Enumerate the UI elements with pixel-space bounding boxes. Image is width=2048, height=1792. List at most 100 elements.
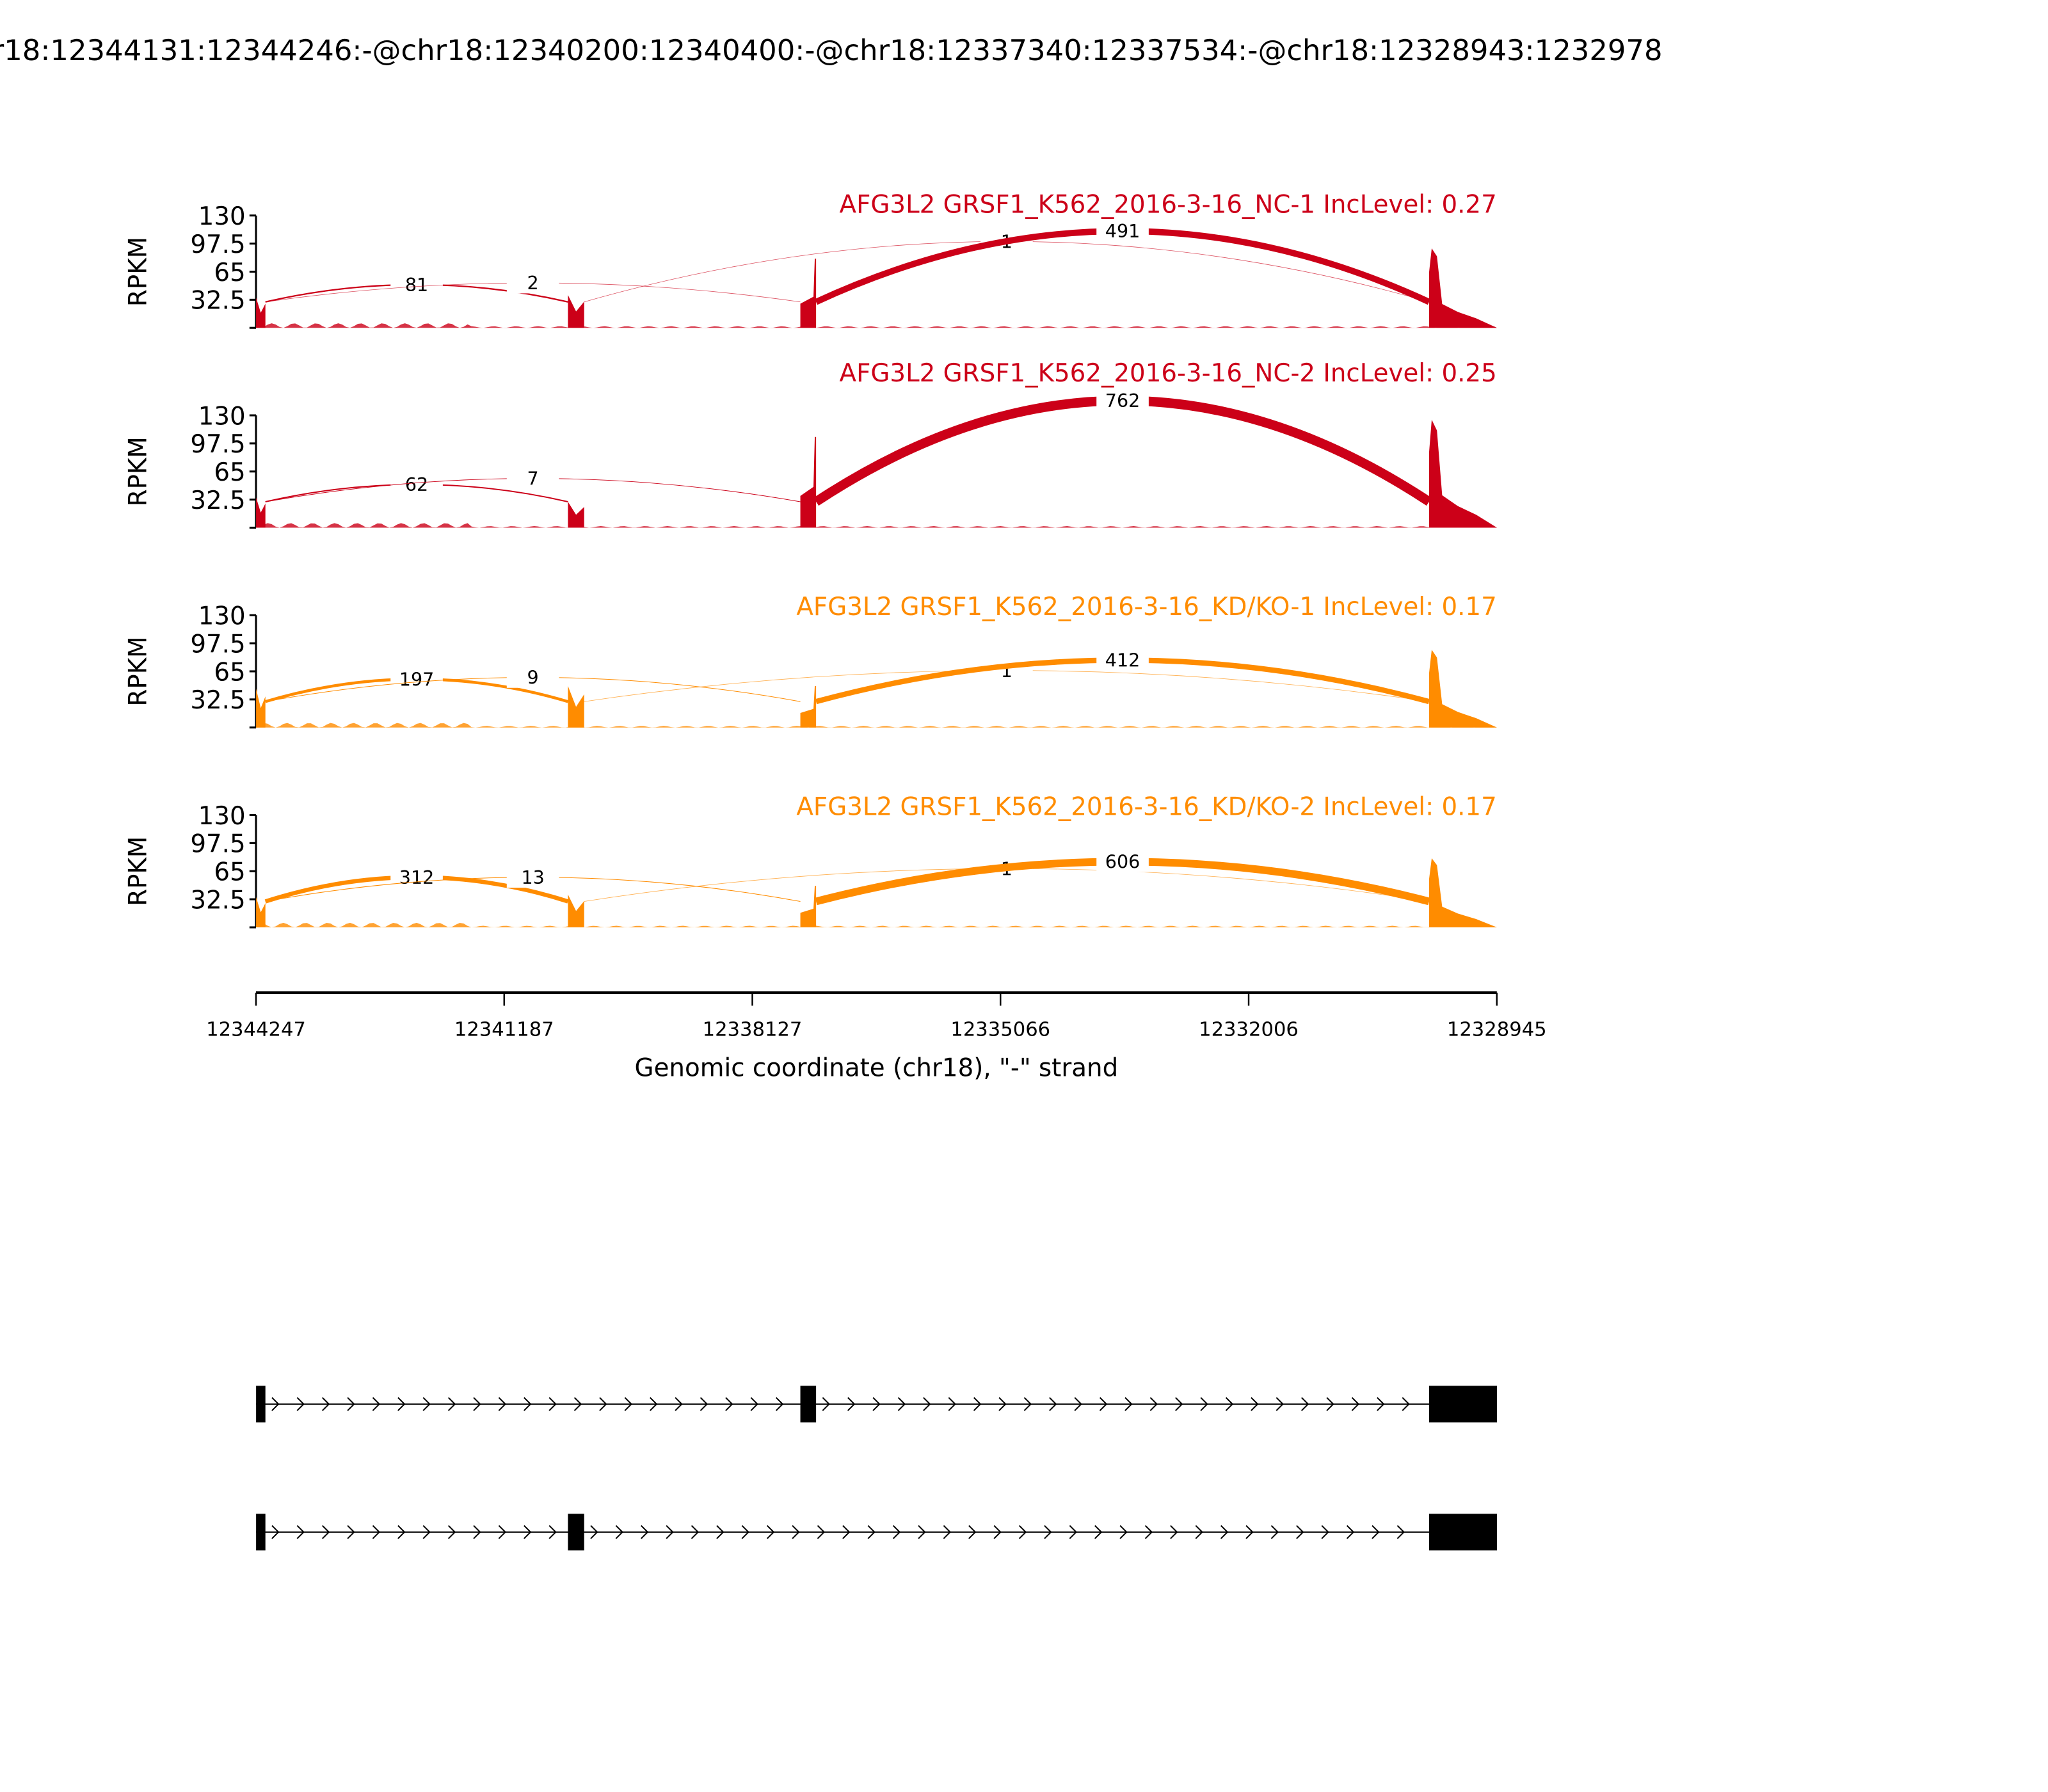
y-axis-label: RPKM [124, 237, 153, 307]
junction-label-bg [390, 472, 443, 495]
strand-arrow-icon [296, 1524, 305, 1539]
strand-arrow-icon [372, 1396, 381, 1411]
coverage-background [256, 523, 1497, 528]
junction-label-bg [506, 467, 559, 489]
strand-arrow-icon [1149, 1396, 1158, 1411]
transcript-model [256, 1386, 1498, 1423]
y-tick-label: 65 [214, 259, 245, 287]
strand-arrow-icon [649, 1396, 658, 1411]
strand-arrow-icon [1195, 1524, 1203, 1539]
junction-label-bg [1096, 850, 1149, 872]
strand-arrow-icon [498, 1524, 507, 1539]
x-tick-label: 12338127 [703, 1018, 803, 1041]
strand-arrow-icon [1251, 1396, 1259, 1411]
strand-arrow-icon [1351, 1396, 1360, 1411]
strand-arrow-icon [347, 1524, 355, 1539]
exon-coverage [800, 886, 817, 927]
y-tick-label: 130 [198, 602, 246, 631]
strand-arrow-icon [1326, 1396, 1334, 1411]
strand-arrow-icon [1069, 1524, 1077, 1539]
strand-arrow-icon [1372, 1524, 1380, 1539]
strand-arrow-icon [1018, 1524, 1027, 1539]
strand-arrow-icon [1094, 1524, 1103, 1539]
junction-label-bg [1096, 219, 1149, 242]
junction-arc [813, 396, 1432, 506]
strand-arrow-icon [775, 1396, 784, 1411]
strand-arrow-icon [321, 1396, 330, 1411]
x-tick-label: 12344247 [206, 1018, 306, 1041]
y-tick-label: 65 [214, 458, 245, 487]
strand-arrow-icon [842, 1524, 851, 1539]
strand-arrow-icon [897, 1396, 906, 1411]
strand-arrow-icon [1023, 1396, 1032, 1411]
x-axis: 12344247 12341187 12338127 12335066 12332006… [206, 991, 1547, 1041]
exon-coverage [568, 294, 584, 328]
strand-arrow-icon [691, 1524, 700, 1539]
strand-arrow-icon [1099, 1396, 1108, 1411]
junction-count-label: 197 [399, 668, 435, 690]
strand-arrow-icon [1377, 1396, 1385, 1411]
strand-arrow-icon [1119, 1524, 1128, 1539]
strand-arrow-icon [1175, 1396, 1183, 1411]
strand-arrow-icon [792, 1524, 800, 1539]
y-tick-label: 97.5 [190, 430, 245, 459]
strand-arrow-icon [447, 1396, 456, 1411]
exon-coverage [568, 894, 584, 927]
strand-arrow-icon [993, 1524, 1002, 1539]
strand-arrow-icon [822, 1396, 830, 1411]
x-axis-label: Genomic coordinate (chr18), "-" strand [635, 1054, 1119, 1083]
junction-count-label: 9 [527, 667, 539, 689]
junction-count-label: 606 [1105, 851, 1140, 873]
strand-arrow-icon [1200, 1396, 1208, 1411]
strand-arrow-icon [1225, 1396, 1234, 1411]
strand-arrow-icon [1170, 1524, 1178, 1539]
strand-arrow-icon [397, 1396, 406, 1411]
sample-title: AFG3L2 GRSF1_K562_2016-3-16_NC-1 IncLeve… [840, 191, 1497, 220]
exon-coverage [1428, 248, 1498, 328]
strand-arrow-icon [1144, 1524, 1153, 1539]
strand-arrow-icon [573, 1396, 582, 1411]
junction-label-bg [1096, 648, 1149, 671]
sample-panel: AFG3L2 GRSF1_K562_2016-3-16_NC-1 IncLeve… [124, 191, 1498, 329]
strand-arrow-icon [750, 1396, 758, 1411]
strand-arrow-icon [422, 1524, 431, 1539]
exon-coverage [1428, 419, 1498, 528]
strand-arrow-icon [1220, 1524, 1229, 1539]
strand-arrow-icon [867, 1524, 876, 1539]
strand-arrow-icon [725, 1396, 733, 1411]
exon-coverage [256, 688, 266, 728]
strand-arrow-icon [524, 1524, 532, 1539]
strand-arrow-icon [1074, 1396, 1082, 1411]
junction-count-label: 7 [527, 468, 539, 490]
y-tick-label: 130 [198, 802, 246, 831]
exon-coverage [256, 897, 266, 927]
y-tick-label: 32.5 [190, 287, 245, 316]
strand-arrow-icon [1321, 1524, 1329, 1539]
strand-arrow-icon [872, 1396, 881, 1411]
strand-arrow-icon [817, 1524, 826, 1539]
junction-label-bg [390, 667, 443, 690]
junction-count-label: 2 [527, 272, 539, 294]
strand-arrow-icon [599, 1396, 607, 1411]
strand-arrow-icon [948, 1396, 956, 1411]
strand-arrow-icon [548, 1524, 557, 1539]
exon-coverage [256, 497, 266, 528]
strand-arrow-icon [271, 1524, 280, 1539]
strand-arrow-icon [918, 1524, 926, 1539]
junction-label-bg [506, 865, 559, 888]
strand-arrow-icon [296, 1396, 305, 1411]
exon-coverage [568, 501, 584, 528]
y-tick-label: 130 [198, 402, 246, 431]
strand-arrow-icon [624, 1396, 632, 1411]
junction-count-label: 13 [521, 867, 544, 888]
sample-panel: AFG3L2 GRSF1_K562_2016-3-16_KD/KO-2 IncL… [124, 792, 1498, 929]
x-tick-label: 12328945 [1447, 1018, 1547, 1041]
x-tick-label: 12335066 [950, 1018, 1050, 1041]
junction-count-label: 81 [405, 274, 428, 296]
strand-arrow-icon [1402, 1396, 1410, 1411]
y-axis-label: RPKM [124, 436, 153, 506]
exon-block [256, 1386, 266, 1423]
strand-arrow-icon [892, 1524, 901, 1539]
strand-arrow-icon [716, 1524, 724, 1539]
